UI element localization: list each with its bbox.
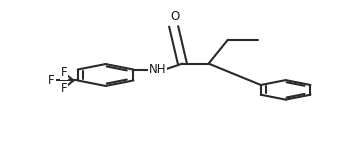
Text: F: F xyxy=(61,66,67,79)
Text: NH: NH xyxy=(148,63,166,76)
Text: F: F xyxy=(48,74,55,87)
Text: O: O xyxy=(170,10,179,22)
Text: F: F xyxy=(61,82,67,95)
